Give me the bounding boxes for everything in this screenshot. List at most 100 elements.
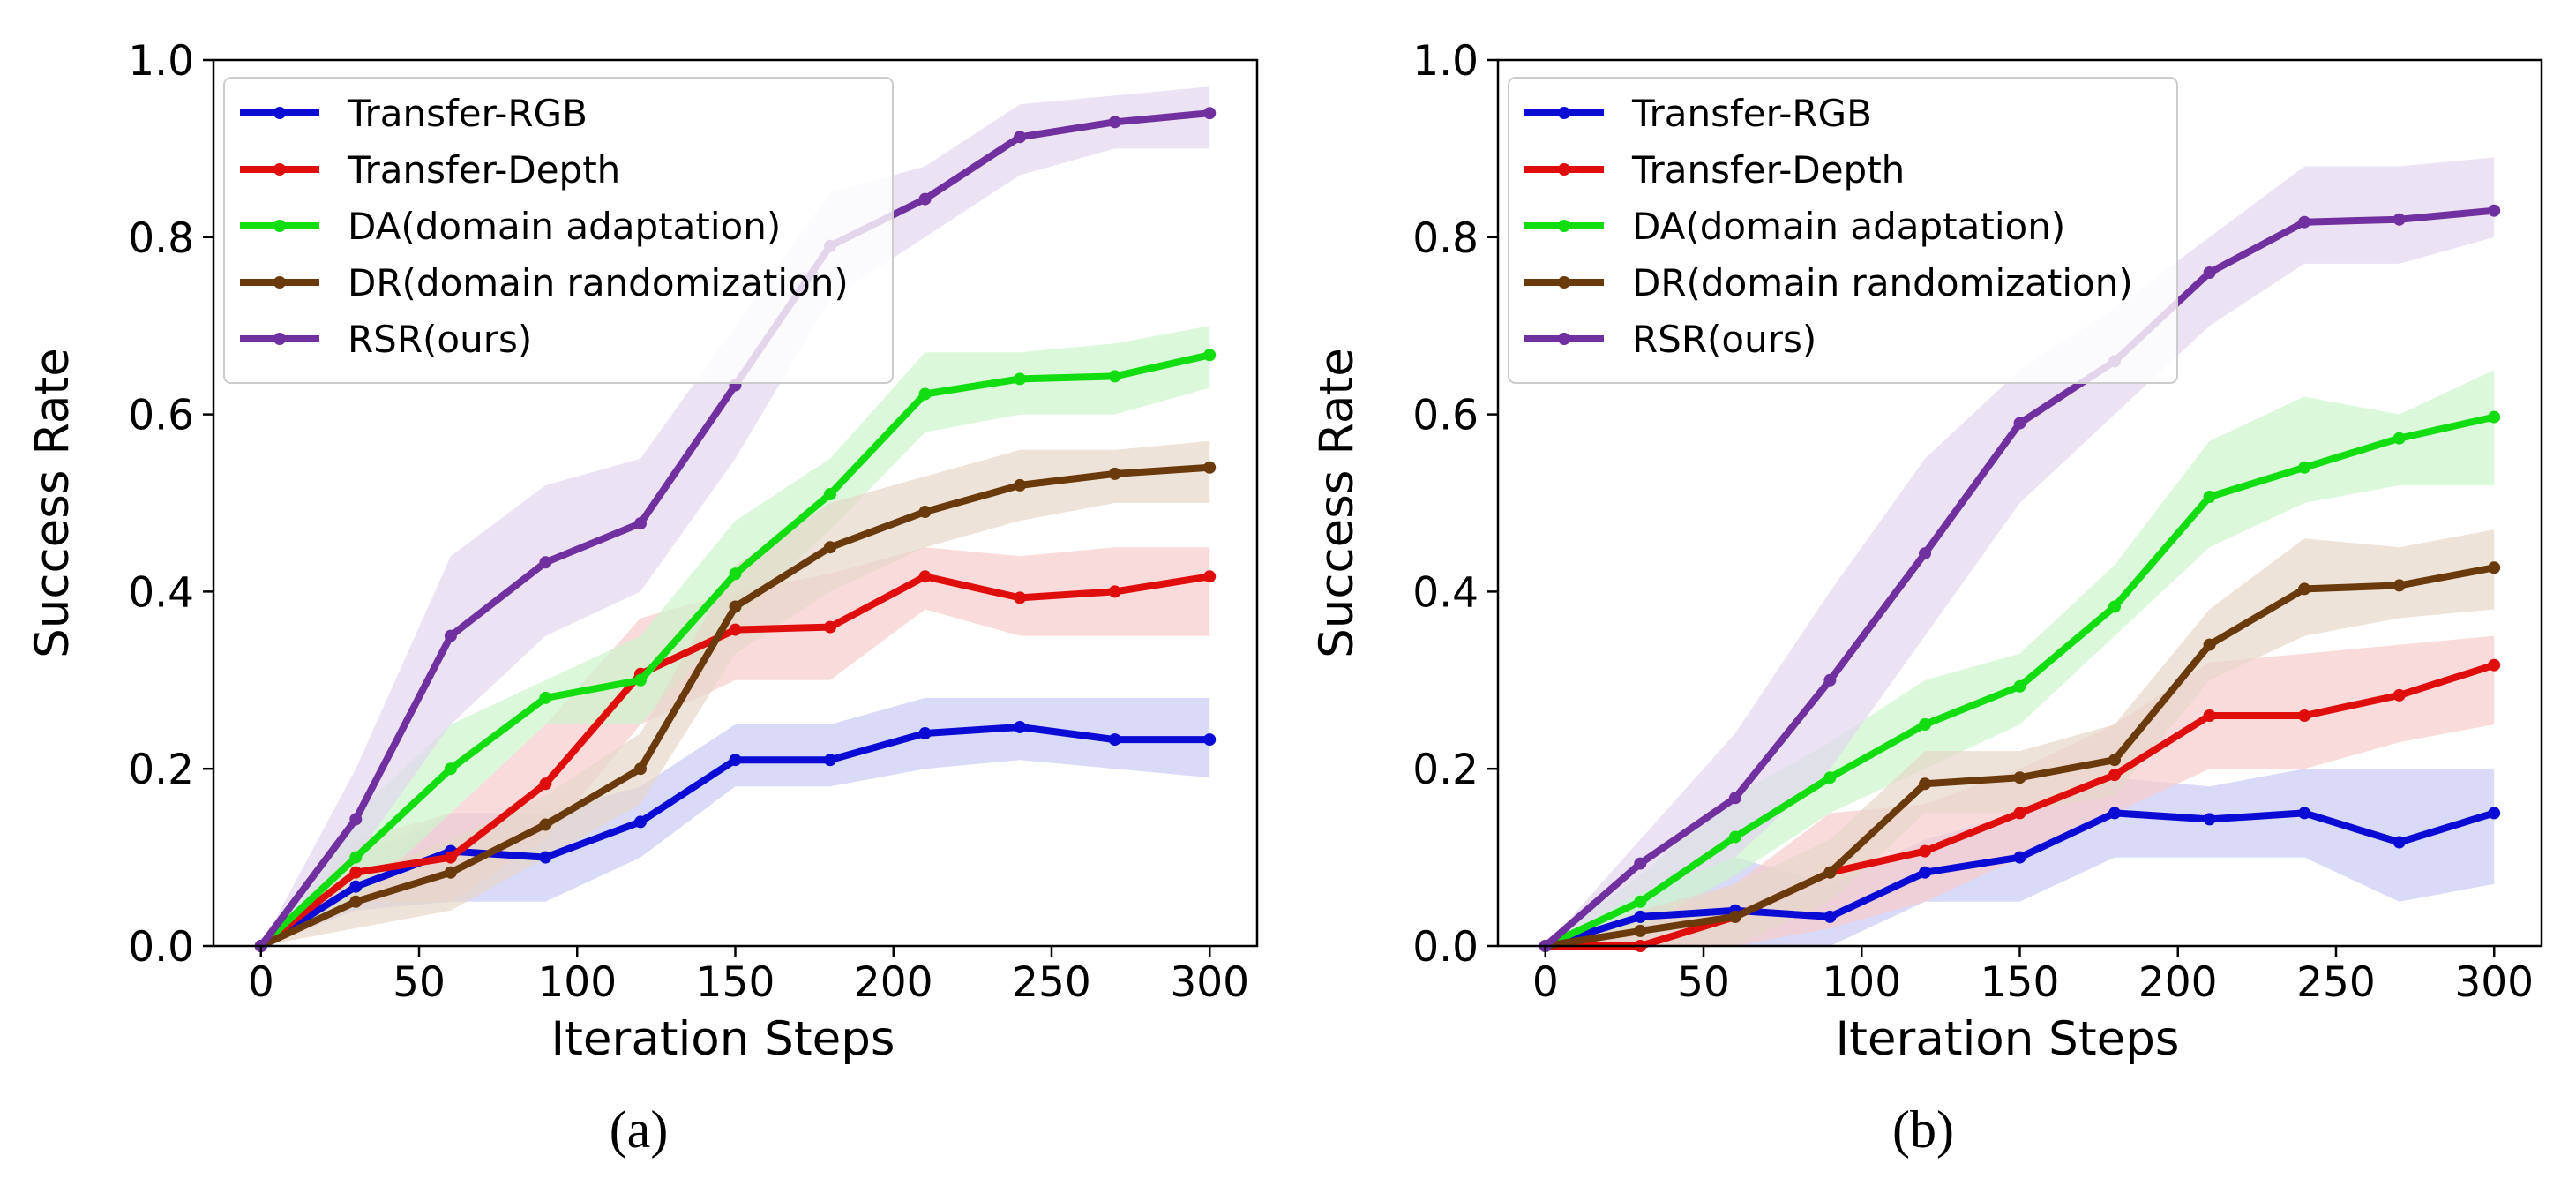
data-point (2488, 204, 2501, 217)
x-axis: 0 50 100 150 200 250 300 (248, 946, 1249, 1007)
data-point (1108, 585, 1121, 598)
y-tick-label: 0.0 (128, 923, 194, 972)
data-point (1014, 721, 1027, 733)
legend-item-2: DA(domain adaptation) (1524, 205, 2065, 248)
data-point (634, 673, 647, 687)
data-point (1919, 777, 1931, 791)
data-point (2393, 432, 2406, 445)
confidence-band-0 (260, 697, 1210, 946)
data-point (1823, 866, 1837, 879)
x-tick-label: 50 (1677, 958, 1730, 1007)
data-point (1014, 372, 1027, 386)
data-point (634, 762, 647, 776)
legend-marker (273, 220, 286, 232)
data-point (444, 762, 457, 776)
x-tick-label: 250 (1012, 958, 1091, 1007)
y-tick-label: 0.8 (128, 214, 194, 263)
legend-item-0: Transfer-RGB (1524, 92, 1872, 135)
data-point (444, 866, 457, 879)
x-tick-label: 0 (1532, 958, 1559, 1007)
data-point (729, 567, 742, 581)
data-point (1728, 830, 1741, 844)
legend-box (1508, 77, 2178, 384)
data-point (1108, 116, 1121, 129)
y-axis-label: Success Rate (26, 348, 79, 658)
data-point (539, 777, 552, 791)
data-point (1728, 910, 1741, 923)
x-axis: 0 50 100 150 200 250 300 (1532, 946, 2534, 1007)
data-point (824, 488, 836, 500)
legend-label: DA(domain adaptation) (348, 205, 781, 248)
data-point (2203, 266, 2216, 279)
y-tick-label: 1.0 (1412, 37, 1479, 86)
data-point (444, 851, 457, 864)
data-point (2203, 491, 2216, 503)
y-axis: 0.0 0.2 0.4 0.6 0.8 1.0 (1412, 37, 1498, 972)
legend-marker (273, 163, 286, 176)
data-point (1203, 733, 1217, 747)
y-tick-label: 0.6 (1412, 392, 1479, 440)
data-point (2393, 579, 2406, 592)
data-point (1634, 910, 1647, 923)
legend-label: Transfer-RGB (1631, 92, 1872, 135)
data-point (349, 851, 363, 864)
data-point (2393, 688, 2406, 702)
data-point (1203, 107, 1217, 120)
data-point (2013, 851, 2026, 864)
legend-marker (1558, 276, 1570, 289)
data-point (2013, 417, 2026, 430)
data-point (2108, 754, 2121, 767)
x-tick-label: 100 (537, 958, 617, 1007)
data-point (1203, 570, 1217, 583)
data-point (2298, 461, 2311, 474)
legend-marker (273, 107, 286, 119)
x-tick-label: 150 (696, 958, 775, 1007)
data-point (824, 754, 836, 767)
data-point (918, 192, 932, 206)
data-point (824, 620, 836, 634)
data-point (1014, 131, 1027, 144)
data-point (918, 387, 932, 401)
data-point (2108, 769, 2121, 782)
y-tick-label: 0.2 (128, 746, 194, 794)
x-tick-label: 100 (1822, 958, 1901, 1007)
data-point (2203, 813, 2216, 826)
data-point (1823, 910, 1837, 923)
data-point (2298, 215, 2311, 229)
data-point (539, 818, 552, 831)
legend-marker (273, 333, 286, 345)
legend-marker (1558, 107, 1570, 119)
legend-label: RSR(ours) (1632, 318, 1816, 361)
data-point (918, 506, 932, 518)
data-point (2013, 679, 2026, 693)
legend-box (223, 77, 894, 384)
legend-item-0: Transfer-RGB (240, 92, 588, 135)
data-point (539, 851, 552, 864)
data-point (444, 629, 457, 642)
data-point (634, 517, 647, 530)
data-point (349, 866, 363, 879)
data-point (349, 895, 363, 908)
data-point (1634, 924, 1647, 937)
data-point (1919, 844, 1931, 858)
data-point (2298, 807, 2311, 820)
series-4 (1539, 204, 2501, 952)
data-point (2488, 410, 2501, 424)
data-point (349, 880, 363, 893)
data-point (2393, 213, 2406, 226)
legend-label: Transfer-Depth (347, 148, 620, 191)
data-point (2203, 638, 2216, 651)
y-tick-label: 0.8 (1412, 214, 1479, 263)
data-point (2298, 709, 2311, 722)
data-point (1823, 673, 1837, 687)
legend-label: RSR(ours) (348, 318, 532, 361)
data-point (1108, 370, 1121, 383)
legend-label: Transfer-RGB (347, 92, 588, 135)
confidence-band-3 (1545, 529, 2495, 946)
legend-item-1: Transfer-Depth (1524, 148, 1905, 191)
data-point (824, 541, 836, 554)
y-tick-label: 1.0 (128, 37, 194, 86)
data-point (2298, 582, 2311, 596)
data-point (1728, 792, 1741, 805)
legend-item-3: DR(domain randomization) (240, 261, 849, 304)
